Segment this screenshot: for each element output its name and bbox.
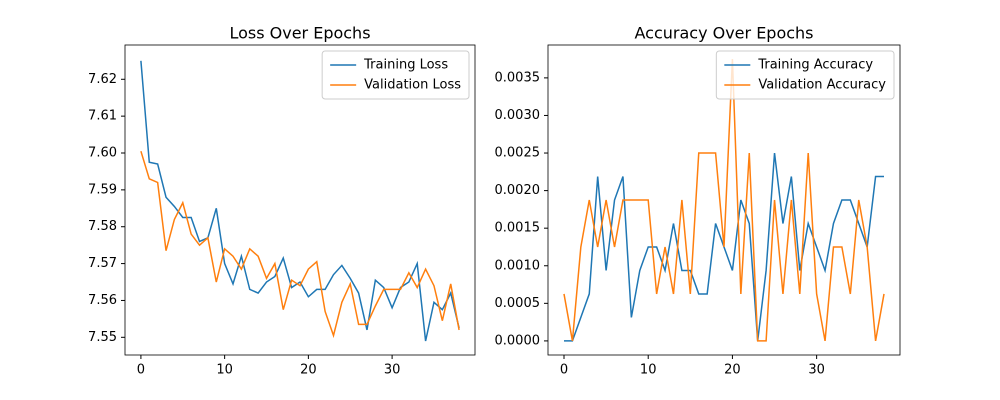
axes-frame — [547, 44, 901, 356]
series-line — [140, 150, 460, 339]
x-tick-label: 10 — [640, 363, 657, 378]
y-tick-label: 7.62 — [88, 72, 117, 87]
y-tick-label: 0.0035 — [495, 70, 541, 85]
y-tick-label: 0.0030 — [495, 108, 541, 123]
x-tick-label: 10 — [216, 363, 233, 378]
axes-frame — [124, 44, 476, 356]
y-tick-label: 7.56 — [88, 293, 117, 308]
y-tick-label: 7.59 — [88, 182, 117, 197]
x-tick-label: 30 — [808, 363, 825, 378]
legend-box — [715, 50, 895, 100]
y-tick-label: 7.57 — [88, 256, 117, 271]
legend-label: Validation Accuracy — [758, 78, 886, 93]
y-tick-label: 0.0000 — [495, 333, 541, 348]
x-tick-label: 30 — [384, 363, 401, 378]
y-tick-label: 0.0015 — [495, 221, 541, 236]
legend-label: Validation Loss — [364, 78, 461, 93]
y-tick-label: 0.0025 — [495, 146, 541, 161]
y-tick-label: 7.60 — [88, 146, 117, 161]
y-tick-label: 0.0010 — [495, 258, 541, 273]
chart-title: Accuracy Over Epochs — [634, 24, 813, 43]
series-line — [563, 59, 885, 342]
y-tick-label: 7.55 — [88, 330, 117, 345]
y-tick-label: 7.58 — [88, 219, 117, 234]
legend-label: Training Loss — [363, 58, 448, 73]
y-tick-label: 7.61 — [88, 109, 117, 124]
legend-label: Training Accuracy — [757, 58, 873, 73]
x-tick-label: 20 — [300, 363, 317, 378]
y-tick-label: 0.0005 — [495, 296, 541, 311]
x-tick-label: 0 — [560, 363, 568, 378]
legend-box — [321, 50, 470, 100]
y-tick-label: 0.0020 — [495, 183, 541, 198]
x-tick-label: 20 — [724, 363, 741, 378]
series-line — [140, 60, 460, 342]
legend: Training Accuracy Validation Accuracy — [715, 50, 895, 100]
chart-title: Loss Over Epochs — [229, 24, 370, 43]
x-tick-label: 0 — [137, 363, 145, 378]
legend: Training Loss Validation Loss — [321, 50, 470, 100]
